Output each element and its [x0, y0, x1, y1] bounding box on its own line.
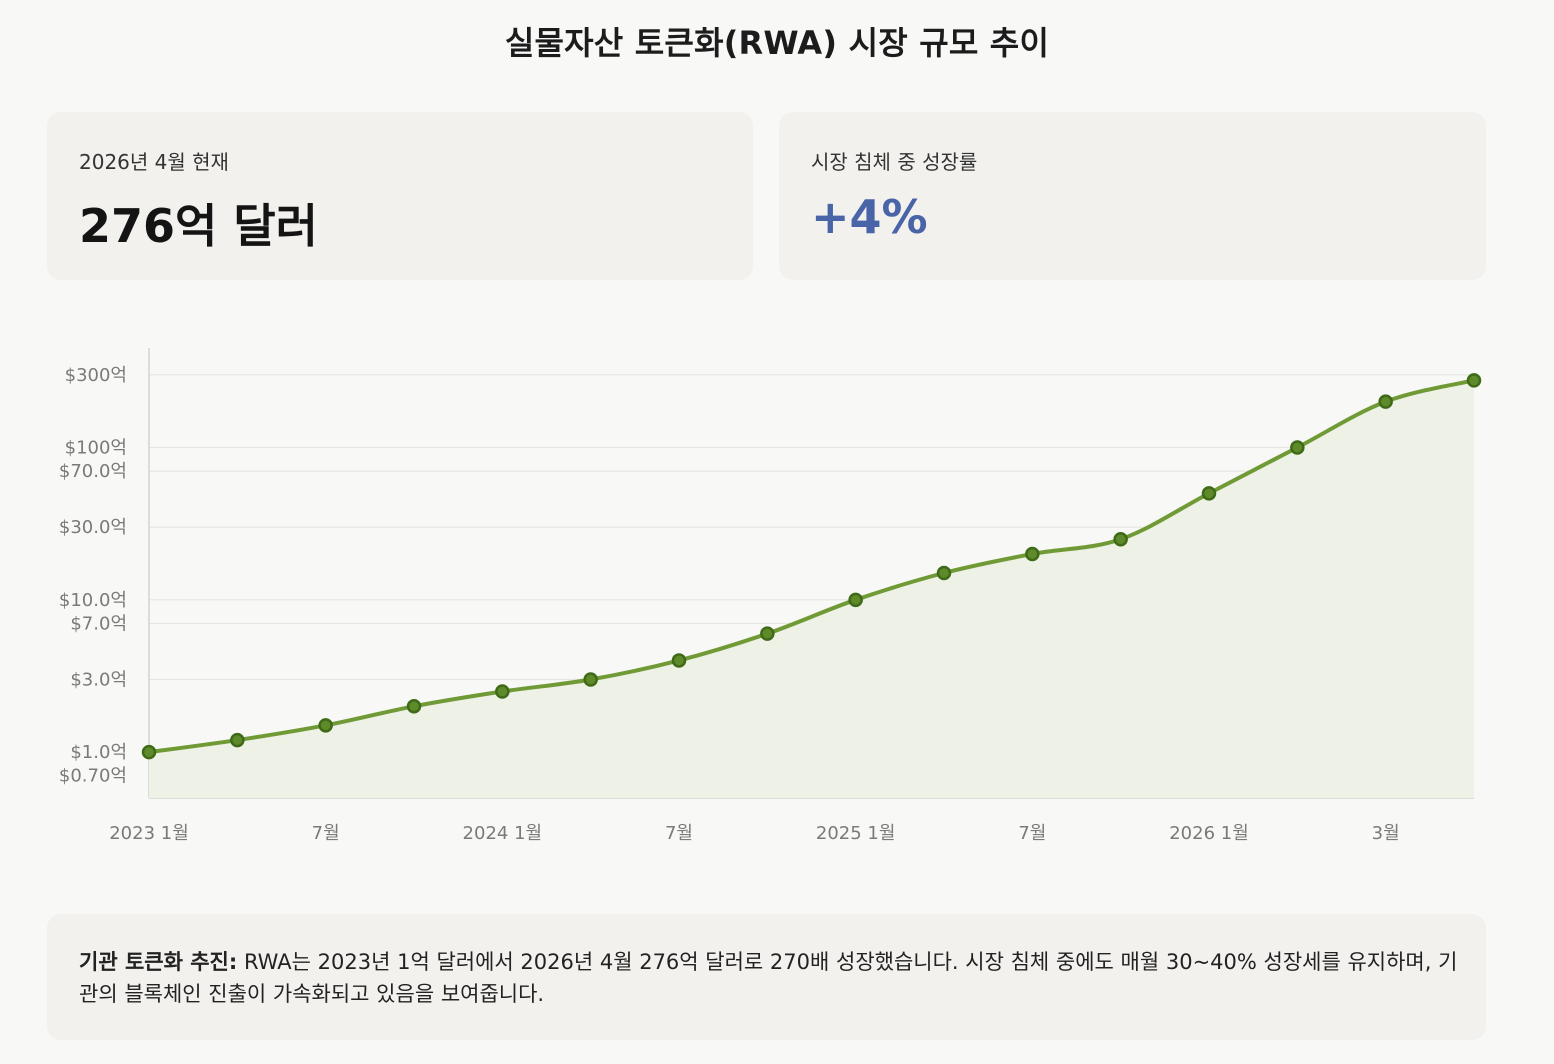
- data-point: [1025, 546, 1040, 562]
- x-tick-label: 7월: [312, 823, 340, 844]
- x-tick-label: 7월: [665, 823, 693, 844]
- data-point: [495, 684, 510, 699]
- insight-heading: 기관 토큰화 추진:: [79, 950, 238, 974]
- rwa-market-chart: $300억 $100억 $70.0억 $30.0억 $10.0억$7.0억 $3.0억 $1…: [59, 348, 1482, 844]
- insight-body: RWA는 2023년 1억 달러에서 2026년 4월 276억 달러로 270…: [79, 950, 1458, 1006]
- data-point: [1378, 394, 1393, 409]
- data-point: [318, 718, 333, 733]
- x-tick-label: 7월: [1018, 823, 1046, 844]
- y-tick-label: $70.0억: [59, 461, 127, 482]
- growth-rate-value: +4%: [811, 190, 928, 244]
- data-point: [1201, 486, 1217, 501]
- y-tick-label: $7.0억: [70, 613, 127, 634]
- current-size-label: 2026년 4월 현재: [79, 150, 229, 174]
- series-line: [148, 378, 1475, 755]
- current-size-card: 2026년 4월 현재 276억 달러: [47, 112, 753, 280]
- data-point: [230, 732, 245, 748]
- x-tick-label: 2024 1월: [463, 823, 543, 844]
- data-point: [848, 592, 863, 608]
- chart-title: 실물자산 토큰화(RWA) 시장 규모 추이: [504, 24, 1050, 62]
- insight-note: 기관 토큰화 추진: RWA는 2023년 1억 달러에서 2026년 4월 2…: [47, 914, 1486, 1040]
- y-tick-label: $30.0억: [59, 517, 127, 538]
- growth-rate-card: 시장 침체 중 성장률 +4%: [779, 112, 1486, 280]
- data-point: [760, 626, 775, 641]
- data-point: [583, 672, 598, 687]
- x-tick-label: 2026 1월: [1169, 823, 1249, 844]
- data-point: [141, 744, 157, 760]
- y-tick-label: $300억: [65, 365, 127, 386]
- data-point: [1113, 531, 1128, 547]
- y-tick-label: $0.70억: [59, 766, 127, 787]
- x-tick-label: 3월: [1372, 823, 1400, 844]
- data-point: [936, 565, 952, 581]
- current-size-value: 276억 달러: [79, 199, 318, 253]
- y-tick-label: $10.0억: [59, 590, 127, 611]
- insight-text: 기관 토큰화 추진: RWA는 2023년 1억 달러에서 2026년 4월 2…: [79, 946, 1459, 1010]
- y-tick-label: $1.0억: [70, 742, 127, 763]
- data-point: [406, 699, 422, 714]
- data-point: [1466, 373, 1482, 388]
- x-tick-label: 2025 1월: [816, 823, 896, 844]
- y-tick-label: $100억: [65, 437, 127, 458]
- data-point: [671, 653, 687, 668]
- series-area: [149, 380, 1474, 798]
- growth-rate-label: 시장 침체 중 성장률: [811, 150, 978, 174]
- data-point: [1290, 440, 1305, 455]
- x-tick-label: 2023 1월: [109, 823, 189, 844]
- y-tick-label: $3.0억: [70, 669, 127, 690]
